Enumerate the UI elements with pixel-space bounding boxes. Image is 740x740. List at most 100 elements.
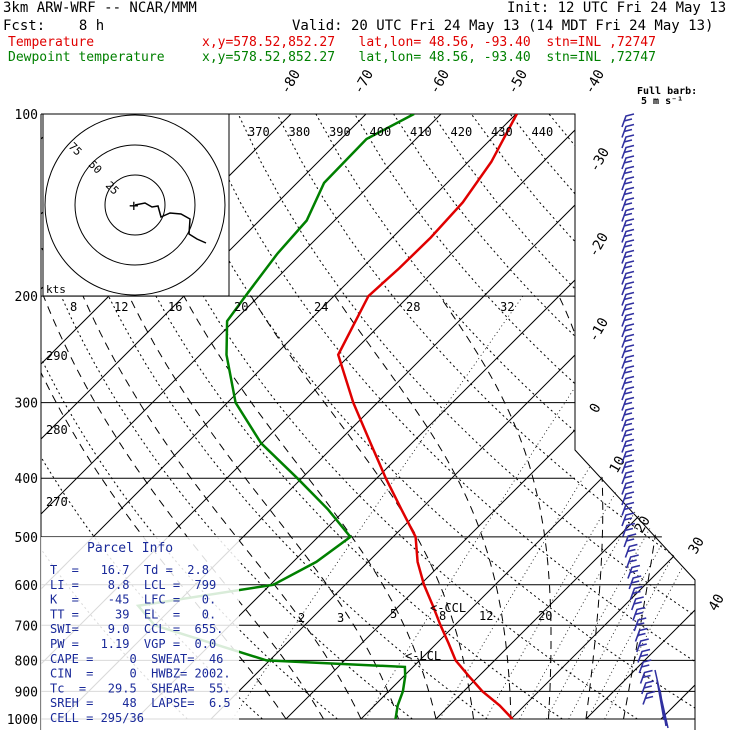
wind-barb xyxy=(623,533,637,548)
mixing-ratio-line xyxy=(587,295,695,720)
dry-adiabat xyxy=(82,114,563,720)
profile-lines xyxy=(135,114,518,720)
isotherm-line xyxy=(41,114,367,720)
pressure-tick-label: 500 xyxy=(15,531,38,546)
wind-barb xyxy=(638,659,652,674)
init-time: Init: 12 UTC Fri 24 May 13 xyxy=(507,0,727,16)
ccl-marker: <-CCL xyxy=(430,601,466,615)
wind-barb xyxy=(621,144,635,159)
wind-barb xyxy=(621,396,635,411)
isotherm-line xyxy=(41,114,442,720)
temperature-tick-label: 0 xyxy=(587,401,605,416)
theta-side-label: 270 xyxy=(46,495,68,509)
theta-side-label: 280 xyxy=(46,423,68,437)
pressure-tick-label: 400 xyxy=(15,472,38,487)
mixing-ratio-label: 32 xyxy=(500,300,514,314)
isotherm-line xyxy=(41,114,517,720)
hodograph-trace xyxy=(134,202,207,244)
wind-barb xyxy=(621,186,635,201)
wind-barb xyxy=(621,323,635,338)
theta-label: 400 xyxy=(370,125,392,139)
theta-label: 390 xyxy=(329,125,351,139)
wind-barb xyxy=(621,407,635,422)
wind-barb xyxy=(641,680,654,695)
parcel-row: CAPE = 0 SWEAT= 46 xyxy=(50,652,223,666)
mixing-ratio-label: 16 xyxy=(168,300,182,314)
wind-barb xyxy=(621,438,635,453)
dry-adiabat xyxy=(470,114,695,720)
forecast-hour: Fcst: 8 h xyxy=(3,18,105,34)
wind-barb xyxy=(621,501,635,516)
wind-barb xyxy=(621,354,635,369)
wind-barb xyxy=(621,312,635,327)
wind-barb xyxy=(621,480,635,495)
mixing-ratio-line xyxy=(485,295,695,720)
theta-label: 410 xyxy=(410,125,432,139)
wind-barb xyxy=(629,585,643,600)
parcel-row: T = 16.7 Td = 2.8 xyxy=(50,563,209,577)
lcl-marker: <-LCL xyxy=(405,649,441,663)
parcel-row: CIN = 0 HWBZ= 2002. xyxy=(50,667,231,681)
wind-barb xyxy=(621,291,635,306)
wind-barb xyxy=(642,690,656,705)
mixing-ratio-label: 2 xyxy=(298,611,305,625)
parcel-row: PW = 1.19 VGP = 0.0 xyxy=(50,637,216,651)
wind-barb xyxy=(621,491,635,506)
dry-adiabat xyxy=(315,114,695,720)
mixing-ratio-line xyxy=(365,295,636,720)
hodograph-center: + xyxy=(129,196,139,215)
isotherm-line xyxy=(510,114,695,720)
plot-outline xyxy=(41,113,696,730)
theta-label: 370 xyxy=(248,125,270,139)
parcel-row: SREH = 48 LAPSE= 6.5 xyxy=(50,696,231,710)
wind-barb xyxy=(625,554,639,569)
mixing-ratio-line xyxy=(568,295,695,720)
parcel-row: K = -45 LFC = 0. xyxy=(50,593,216,607)
wind-barb xyxy=(621,302,635,317)
wind-barb xyxy=(621,260,635,275)
temperature-tick-label: 20 xyxy=(632,513,654,536)
dry-adiabat xyxy=(160,114,695,720)
wind-barb xyxy=(621,123,635,138)
hodograph-ring xyxy=(44,114,226,296)
wind-barb xyxy=(621,134,635,149)
mixing-ratio-label: 8 xyxy=(70,300,77,314)
parcel-row: Tc = 29.5 SHEAR= 55. xyxy=(50,681,231,695)
mixing-ratio-label: 28 xyxy=(406,300,420,314)
wind-barb xyxy=(621,176,635,191)
wind-barb xyxy=(621,386,635,401)
pressure-tick-label: 900 xyxy=(15,685,38,700)
wind-barb xyxy=(621,344,635,359)
isotherm-line xyxy=(585,114,695,720)
dry-adiabat xyxy=(276,114,695,720)
wind-barb xyxy=(621,155,635,170)
theta-label: 380 xyxy=(289,125,311,139)
mixing-ratio-label: 20 xyxy=(234,300,248,314)
wind-barb xyxy=(632,606,646,621)
wind-barb xyxy=(621,228,635,243)
isotherm-line xyxy=(736,114,740,719)
pressure-tick-label: 1000 xyxy=(7,713,38,728)
mixing-ratio-line xyxy=(439,295,695,720)
wind-barb xyxy=(630,596,644,611)
wind-barb xyxy=(628,575,642,590)
pressure-tick-label: 100 xyxy=(15,108,38,123)
dry-adiabat xyxy=(198,114,695,720)
temperature-location: x,y=578.52,852.27 lat,lon= 48.56, -93.40… xyxy=(202,35,656,50)
dry-adiabat xyxy=(43,114,488,720)
temperature-tick-label: 30 xyxy=(686,534,708,557)
wind-barb xyxy=(627,564,641,579)
moist-adiabat xyxy=(558,295,604,720)
wind-barb-cluster xyxy=(654,669,669,729)
temperature-profile xyxy=(336,114,518,720)
wind-barb xyxy=(621,333,635,348)
parcel-title: Parcel Info xyxy=(87,541,173,556)
kts-label: kts xyxy=(46,283,66,296)
barb-legend-units: 5 m s⁻¹ xyxy=(641,96,683,107)
wind-barb xyxy=(621,417,635,432)
hodograph-ring xyxy=(74,144,196,266)
temperature-tick-label: -20 xyxy=(586,230,613,260)
temperature-tick-label: 40 xyxy=(706,591,728,614)
wind-barb xyxy=(633,617,647,632)
wind-barb xyxy=(621,113,635,128)
